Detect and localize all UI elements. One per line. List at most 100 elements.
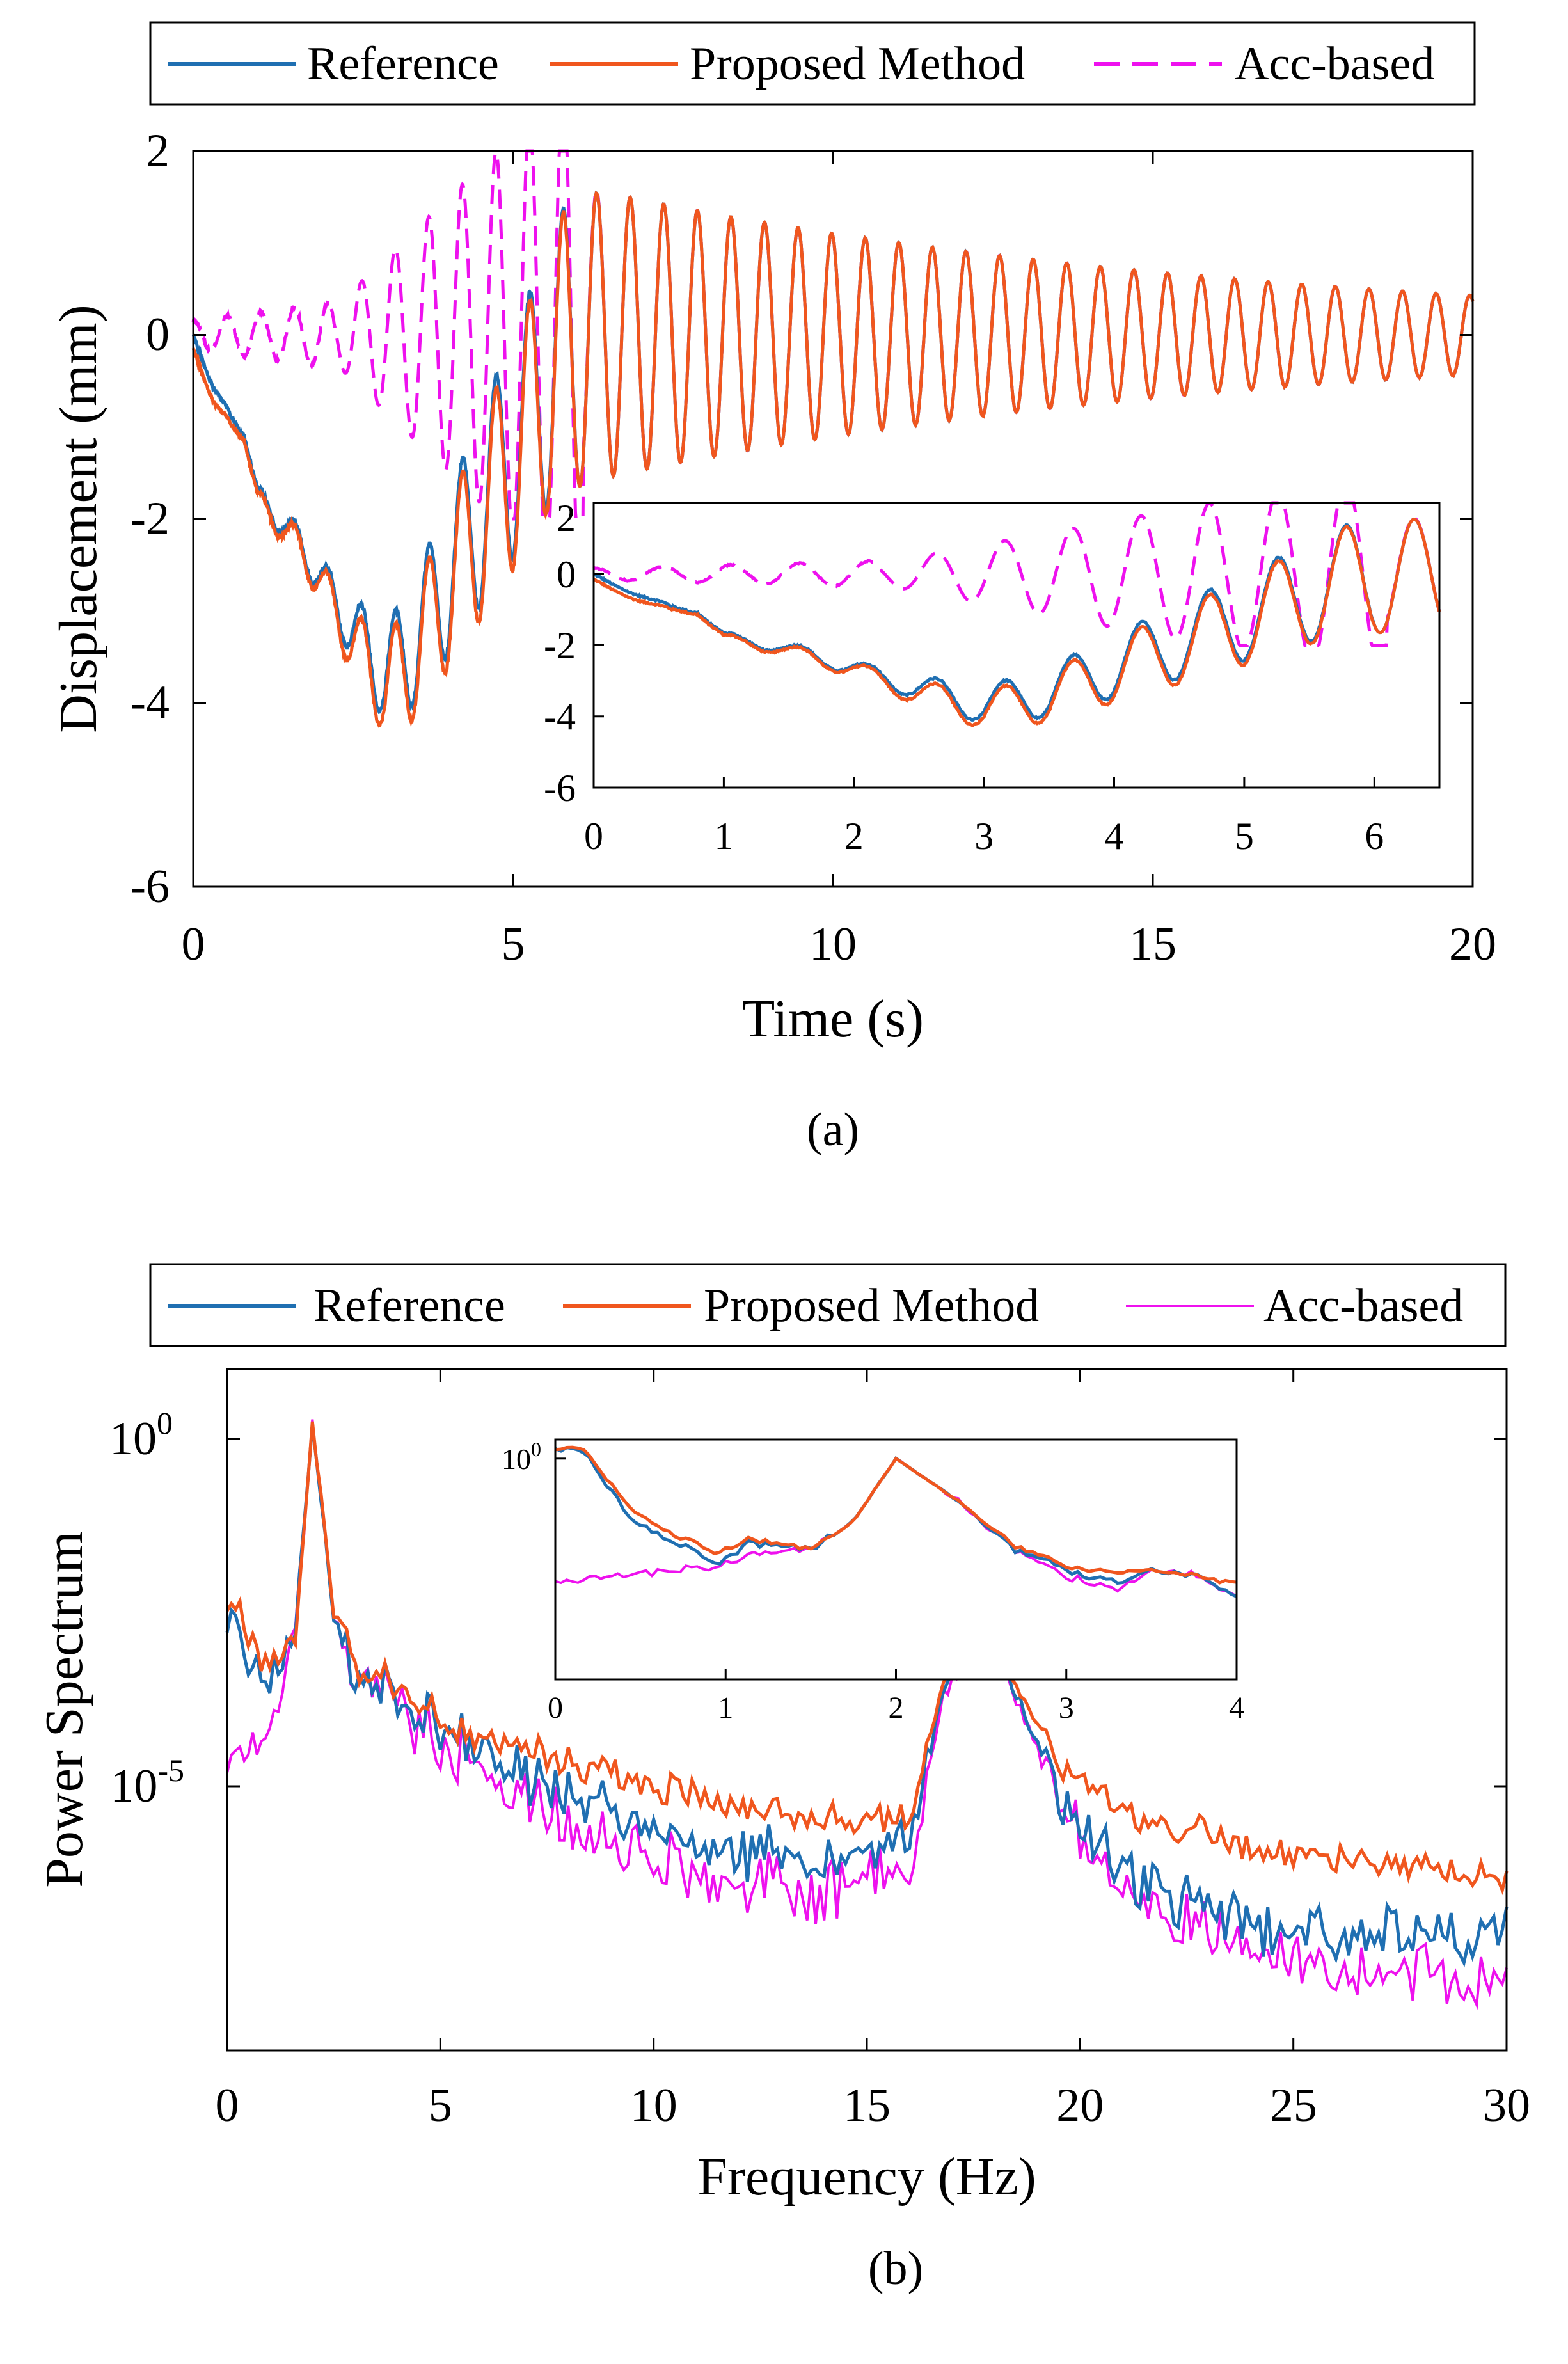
- xlabel-b: Frequency (Hz): [697, 2147, 1036, 2207]
- legend-b: Reference Proposed Method Acc-based: [149, 1263, 1507, 1347]
- inset-b-xtick-label: 2: [889, 1691, 904, 1725]
- xtick-a-label: 5: [502, 918, 525, 971]
- inset-a-xtick-label: 4: [1105, 815, 1124, 857]
- inset-a-xtick-label: 2: [844, 815, 864, 857]
- inset-a-ytick-label: -4: [544, 695, 576, 738]
- inset-b-ytick-label: 100: [502, 1438, 541, 1475]
- legend-a-proposed-label: Proposed Method: [690, 38, 1025, 90]
- xtick-b-label: 25: [1270, 2079, 1317, 2132]
- inset-a-xtick-label: 3: [974, 815, 994, 857]
- xtick-a: 10: [809, 151, 857, 971]
- inset-a-ytick: -6: [544, 767, 604, 809]
- xtick-b-label: 20: [1056, 2079, 1104, 2132]
- xtick-b: 20: [1056, 1369, 1104, 2132]
- line-a-proposed: [191, 191, 1475, 728]
- series-b-acc: [226, 1419, 1508, 2010]
- inset-a-background: [594, 503, 1439, 788]
- line-b-reference: [225, 1424, 1509, 1968]
- inset-b-xtick: 1: [718, 1669, 733, 1725]
- legend-b-acc-label: Acc-based: [1263, 1280, 1463, 1332]
- legend-b-proposed-label: Proposed Method: [704, 1280, 1039, 1332]
- ytick-a: 0: [146, 308, 1473, 361]
- xtick-a-label: 20: [1449, 918, 1496, 971]
- inset-a-xtick: 3: [974, 777, 994, 857]
- xtick-a-label: 0: [182, 918, 205, 971]
- ytick-b-exp: -5: [157, 1752, 184, 1788]
- yticks-a: -6 -4 -2 0 2: [130, 125, 1473, 913]
- ytick-b-label: 100: [109, 1405, 173, 1465]
- legend-b-reference-label: Reference: [313, 1280, 505, 1332]
- ytick-b-exp: 0: [157, 1405, 173, 1441]
- ytick-a-label: -4: [130, 676, 170, 729]
- inset-b-ytick: 100: [502, 1438, 566, 1475]
- ytick-a-label: 2: [146, 125, 170, 177]
- ytick-a: -2: [130, 493, 1473, 545]
- ytick-a-label: -6: [130, 861, 170, 913]
- ytick-a-label: 0: [146, 308, 170, 361]
- xtick-a: 5: [502, 151, 525, 971]
- inset-a-xtick: 4: [1105, 777, 1124, 857]
- inset-a-xtick: 2: [844, 777, 864, 857]
- inset-a-xtick: 5: [1235, 777, 1254, 857]
- inset-a-ytick-label: -6: [544, 767, 576, 809]
- inset-b-background: [555, 1440, 1237, 1679]
- xtick-b: 30: [1483, 1369, 1530, 2132]
- line-b-proposed: [225, 1421, 1509, 1896]
- inset-b-ytick-exp: 0: [531, 1438, 541, 1461]
- ytick-b: 10-5: [110, 1752, 1507, 1813]
- xtick-b-label: 5: [429, 2079, 452, 2132]
- inset-a-xtick-label: 0: [584, 815, 603, 857]
- ytick-b-base: 10: [109, 1413, 157, 1465]
- inset-a-ytick: -2: [544, 624, 604, 667]
- ytick-a: 2: [146, 125, 1473, 177]
- xtick-a-label: 10: [809, 918, 857, 971]
- inset-b-xtick-label: 0: [548, 1691, 563, 1725]
- ytick-b-base: 10: [110, 1760, 157, 1813]
- inset-b-xtick-label: 1: [718, 1691, 733, 1725]
- yticks-b: 100 10-5: [109, 1405, 1507, 1813]
- inset-b-xtick-label: 4: [1229, 1691, 1244, 1725]
- xticks-b: 0 5 10 15 20 25 30: [216, 1369, 1530, 2132]
- inset-b-xtick-label: 3: [1059, 1691, 1074, 1725]
- inset-a-xtick: 6: [1365, 777, 1384, 857]
- xtick-b: 15: [843, 1369, 891, 2132]
- inset-a-ytick: 0: [557, 553, 604, 596]
- xtick-b: 25: [1270, 1369, 1317, 2132]
- xtick-a: 20: [1449, 151, 1496, 971]
- series-b-proposed: [225, 1421, 1509, 1896]
- xtick-b: 10: [630, 1369, 677, 2132]
- inset-a-yticks: -6 -4 -2 0 2: [544, 497, 604, 809]
- chart-b: 0 5 10 15 20 25 30 100 10-5: [35, 1368, 1530, 2207]
- ylabel-a: Displacement (mm): [49, 305, 108, 733]
- line-b-acc: [226, 1419, 1508, 2010]
- inset-b-xticks: 0 1 2 3 4: [548, 1669, 1244, 1725]
- series-a-acc: [191, 148, 1475, 521]
- xtick-b-label: 15: [843, 2079, 891, 2132]
- xtick-a: 15: [1129, 151, 1176, 971]
- inset-a-xtick: 1: [714, 777, 733, 857]
- xtick-b: 5: [429, 1369, 452, 2132]
- inset-b-xtick: 0: [548, 1669, 563, 1725]
- inset-a-ytick: -4: [544, 695, 604, 738]
- xtick-b-label: 0: [216, 2079, 239, 2132]
- inset-a-ytick-label: 2: [557, 497, 576, 539]
- ytick-b: 100: [109, 1405, 1507, 1465]
- xtick-b: 0: [216, 1369, 239, 2132]
- inset-b-yticks: 100: [502, 1438, 566, 1475]
- legend-a-reference-label: Reference: [307, 38, 499, 90]
- ytick-b-label: 10-5: [110, 1752, 184, 1813]
- legend-a: Reference Proposed Method Acc-based: [149, 21, 1476, 106]
- inset-a-line-proposed: [592, 517, 1441, 727]
- legend-a-acc-label: Acc-based: [1235, 38, 1434, 90]
- inset-a-ytick-label: 0: [557, 553, 576, 596]
- inset-a-ytick: 2: [557, 497, 604, 539]
- caption-a: (a): [807, 1104, 859, 1156]
- inset-a-xtick-label: 5: [1235, 815, 1254, 857]
- panel-a: Reference Proposed Method Acc-based 0 5 …: [49, 21, 1496, 1156]
- inset-a: 0 1 2 3 4 5 6 -6 -4 -2 0 2: [544, 497, 1441, 857]
- inset-b-line-proposed: [555, 1445, 1237, 1585]
- xticks-a: 0 5 10 15 20: [182, 151, 1496, 971]
- legend-b-box: [149, 1263, 1507, 1347]
- xtick-b-label: 30: [1483, 2079, 1530, 2132]
